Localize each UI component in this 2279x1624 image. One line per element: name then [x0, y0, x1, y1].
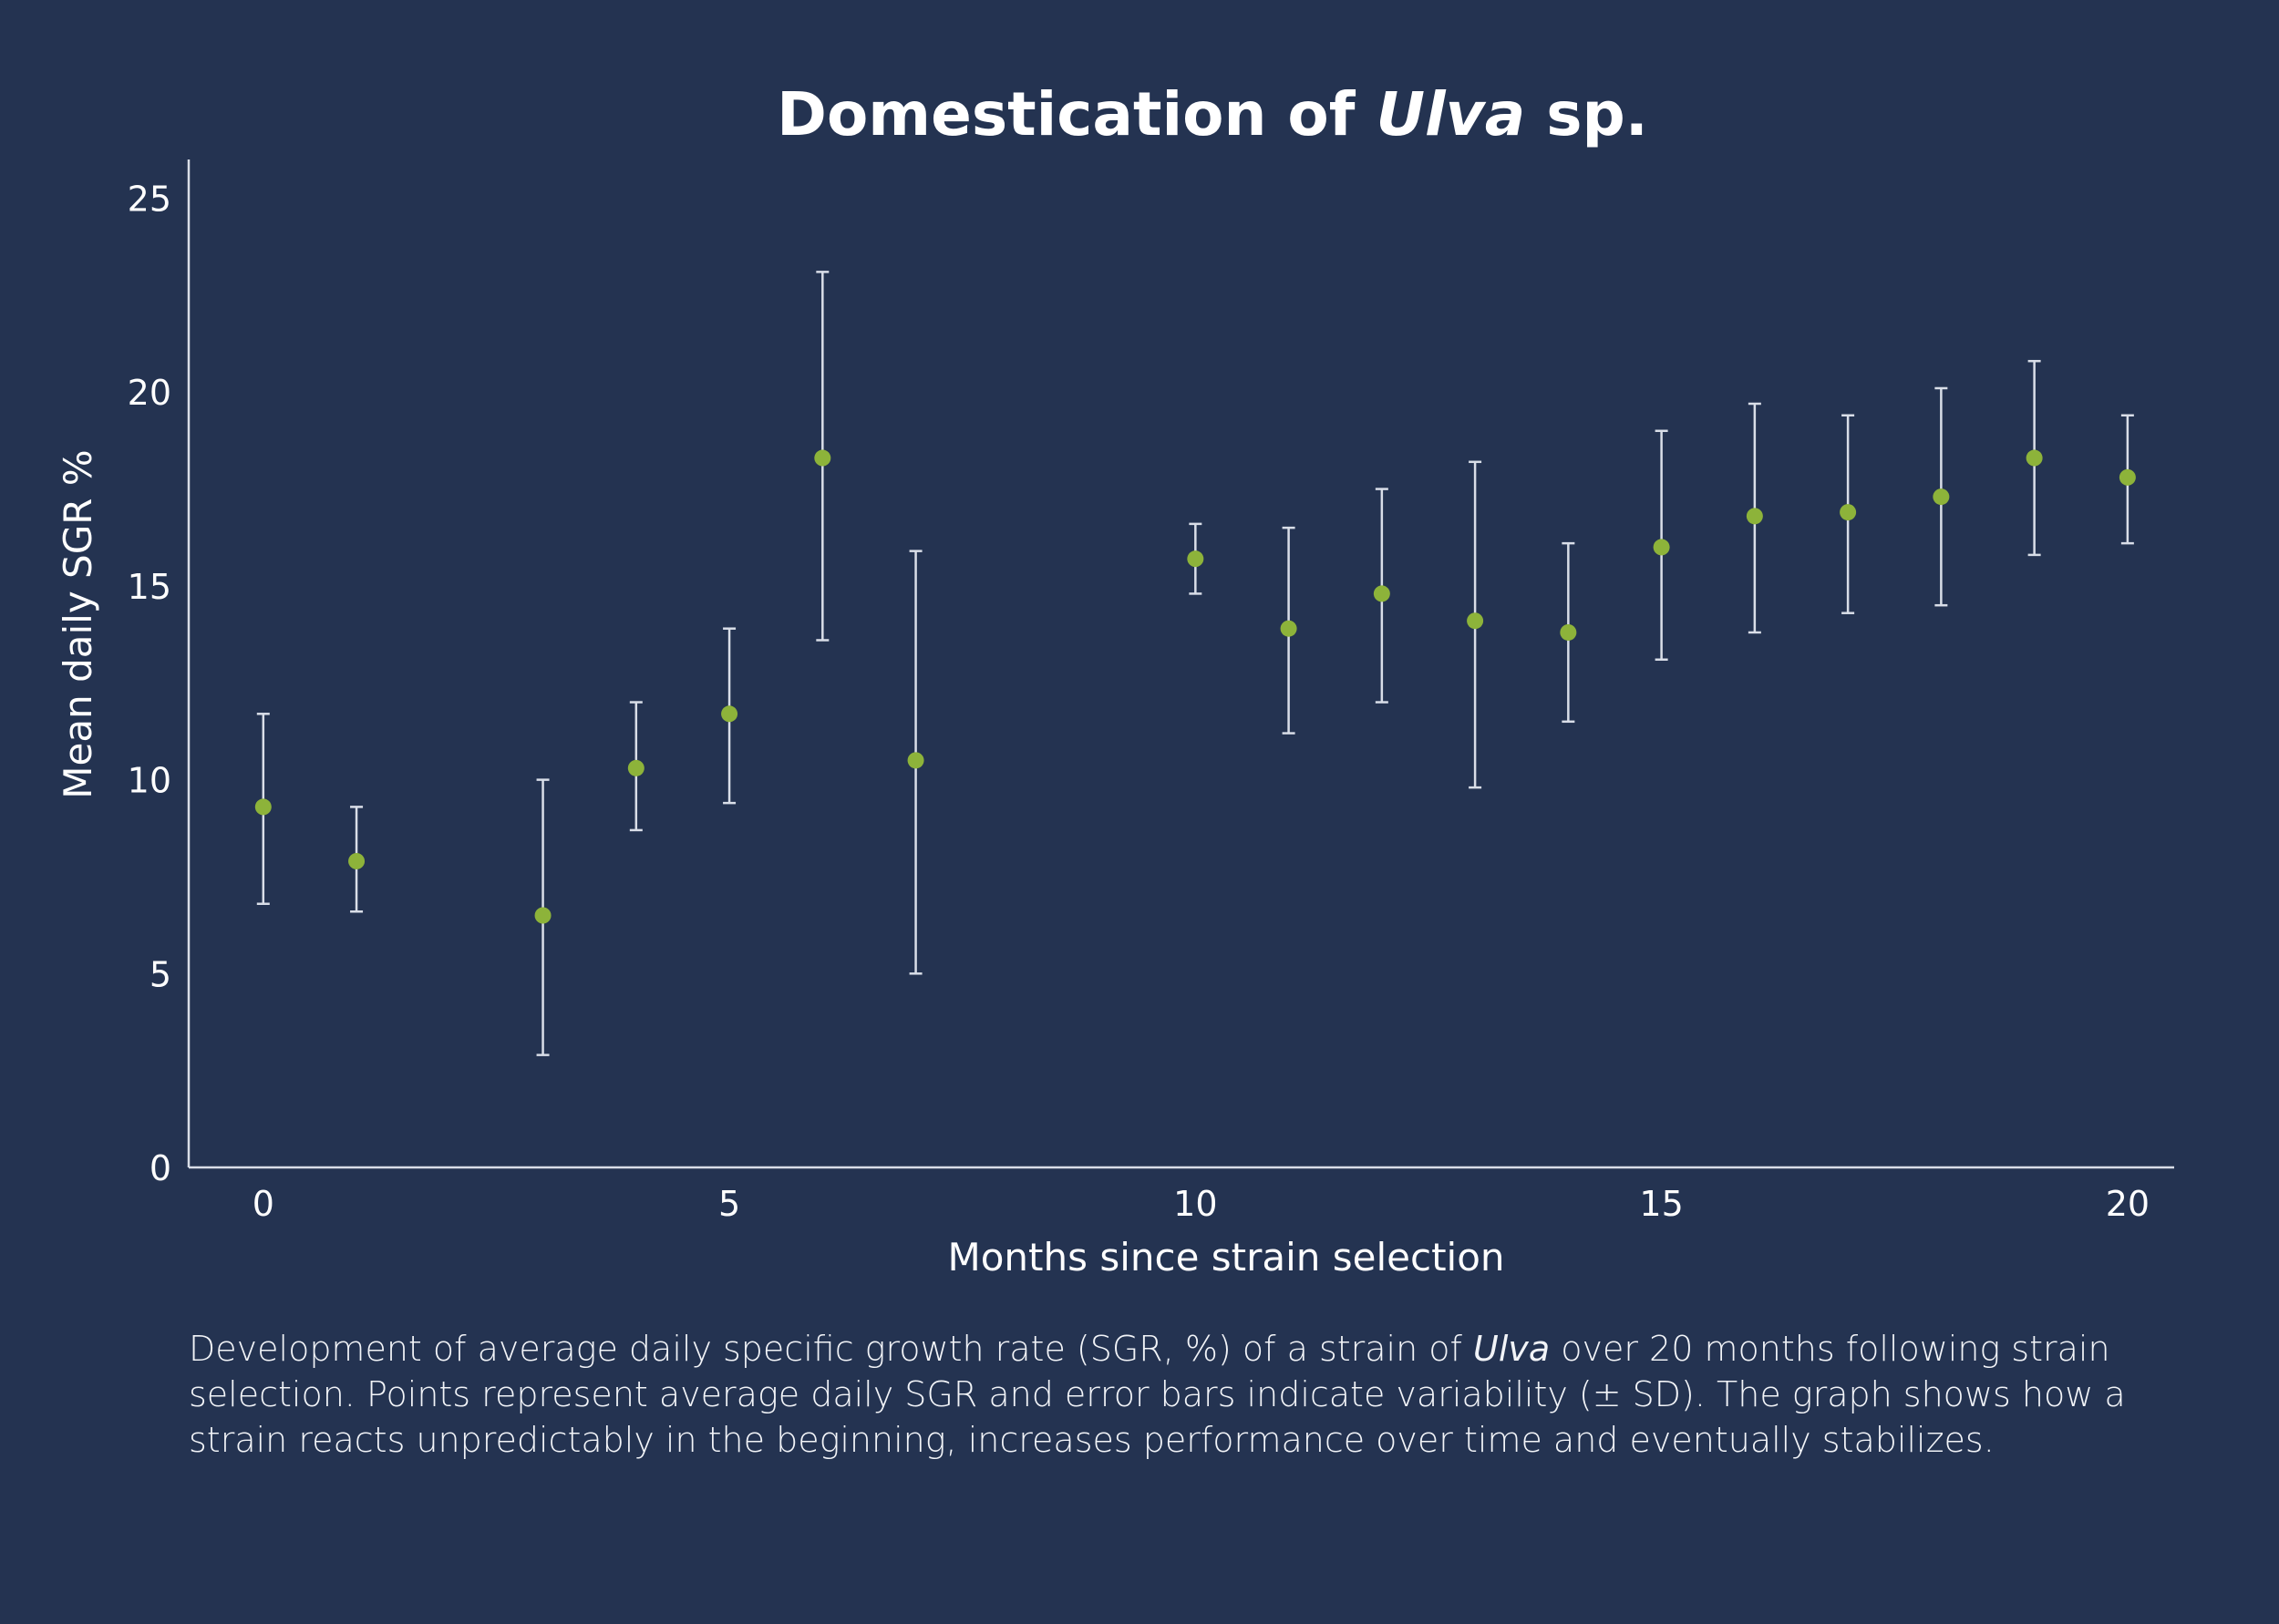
data-point-group [1467, 460, 1484, 789]
data-point [1187, 550, 1204, 568]
caption-italic: Ulva [1473, 1329, 1551, 1369]
x-tick-label: 15 [1639, 1184, 1683, 1224]
chart-title-part1: Domestication of [777, 79, 1376, 149]
data-point [721, 705, 738, 723]
axes [187, 159, 2174, 1169]
data-point [907, 752, 924, 769]
data-point [1467, 612, 1484, 630]
data-point-group [814, 271, 831, 642]
y-tick-label: 0 [150, 1148, 171, 1188]
data-point-group [348, 806, 366, 913]
data-point-group [1187, 522, 1204, 595]
x-tick-label: 20 [2106, 1184, 2150, 1224]
x-axis-label: Months since strain selection [947, 1235, 1504, 1280]
data-point-group [1840, 414, 1857, 614]
data-point [1560, 623, 1577, 641]
x-tick-label: 10 [1173, 1184, 1217, 1224]
data-point-group [1746, 402, 1763, 634]
chart-title: Domestication of Ulva sp. [777, 79, 1648, 149]
x-tick-label: 5 [718, 1184, 740, 1224]
data-point-group [1653, 429, 1670, 661]
data-point-group [1280, 526, 1297, 735]
data-point-group [534, 778, 552, 1056]
caption-text-1: Development of average daily specific gr… [189, 1329, 1473, 1369]
data-point [348, 852, 366, 869]
data-point [1840, 504, 1857, 521]
y-axis-label: Mean daily SGR % [56, 449, 100, 798]
data-point [1653, 539, 1670, 556]
data-point [1933, 488, 1950, 506]
data-marks [254, 271, 2136, 1056]
x-tick-label: 0 [253, 1184, 274, 1224]
data-point [2026, 449, 2043, 467]
data-point-group [254, 713, 272, 905]
data-point [1373, 585, 1390, 602]
data-point [814, 449, 831, 467]
data-point [254, 798, 272, 816]
data-point [1280, 620, 1297, 637]
tick-labels: 0 5 10 15 20 25 0 5 10 15 20 [128, 180, 2150, 1224]
data-point-group [1560, 541, 1577, 724]
data-point-group [907, 550, 924, 975]
y-tick-label: 20 [128, 373, 171, 413]
y-tick-label: 15 [128, 567, 171, 607]
data-point [534, 907, 552, 924]
data-point-group [627, 701, 645, 832]
data-point-group [721, 627, 738, 805]
y-tick-label: 10 [128, 761, 171, 801]
data-point [1746, 508, 1763, 525]
y-tick-label: 25 [128, 180, 171, 220]
y-tick-label: 5 [150, 954, 171, 994]
data-point [2119, 468, 2136, 486]
data-point-group [1933, 386, 1950, 607]
data-point-group [2119, 414, 2136, 545]
chart-title-part3: sp. [1525, 79, 1648, 149]
data-point-group [2026, 359, 2043, 557]
data-point [627, 759, 645, 776]
figure-caption: Development of average daily specific gr… [189, 1326, 2140, 1463]
data-point-group [1373, 488, 1390, 704]
caption-text-2: over 20 months following strain selectio… [189, 1329, 2126, 1460]
chart-title-italic: Ulva [1376, 79, 1525, 149]
